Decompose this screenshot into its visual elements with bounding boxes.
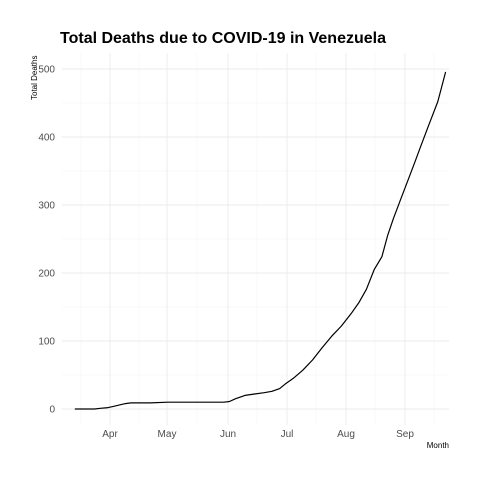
x-axis-label: Month — [427, 441, 449, 450]
x-tick-label: Sep — [396, 429, 414, 440]
chart-title: Total Deaths due to COVID-19 in Venezuel… — [60, 30, 386, 47]
y-tick-label: 200 — [38, 269, 55, 280]
x-tick-label: Jun — [220, 429, 236, 440]
y-tick-label: 100 — [38, 337, 55, 348]
x-tick-label: Apr — [102, 429, 118, 440]
series-layer — [74, 71, 447, 410]
x-tick-label: Jul — [281, 429, 294, 440]
x-tick-label: May — [158, 429, 177, 440]
y-tick-label: 300 — [38, 201, 55, 212]
grid — [62, 53, 449, 425]
y-tick-label: 400 — [38, 133, 55, 144]
y-axis-ticks: 0 100 200 300 400 500 — [38, 65, 55, 416]
x-tick-label: Aug — [337, 429, 355, 440]
x-axis-ticks: Apr May Jun Jul Aug Sep — [102, 429, 414, 440]
y-axis-label: Total Deaths — [30, 56, 39, 100]
y-tick-label: 0 — [49, 405, 55, 416]
y-tick-label: 500 — [38, 65, 55, 76]
series-line-total-deaths — [74, 71, 447, 410]
